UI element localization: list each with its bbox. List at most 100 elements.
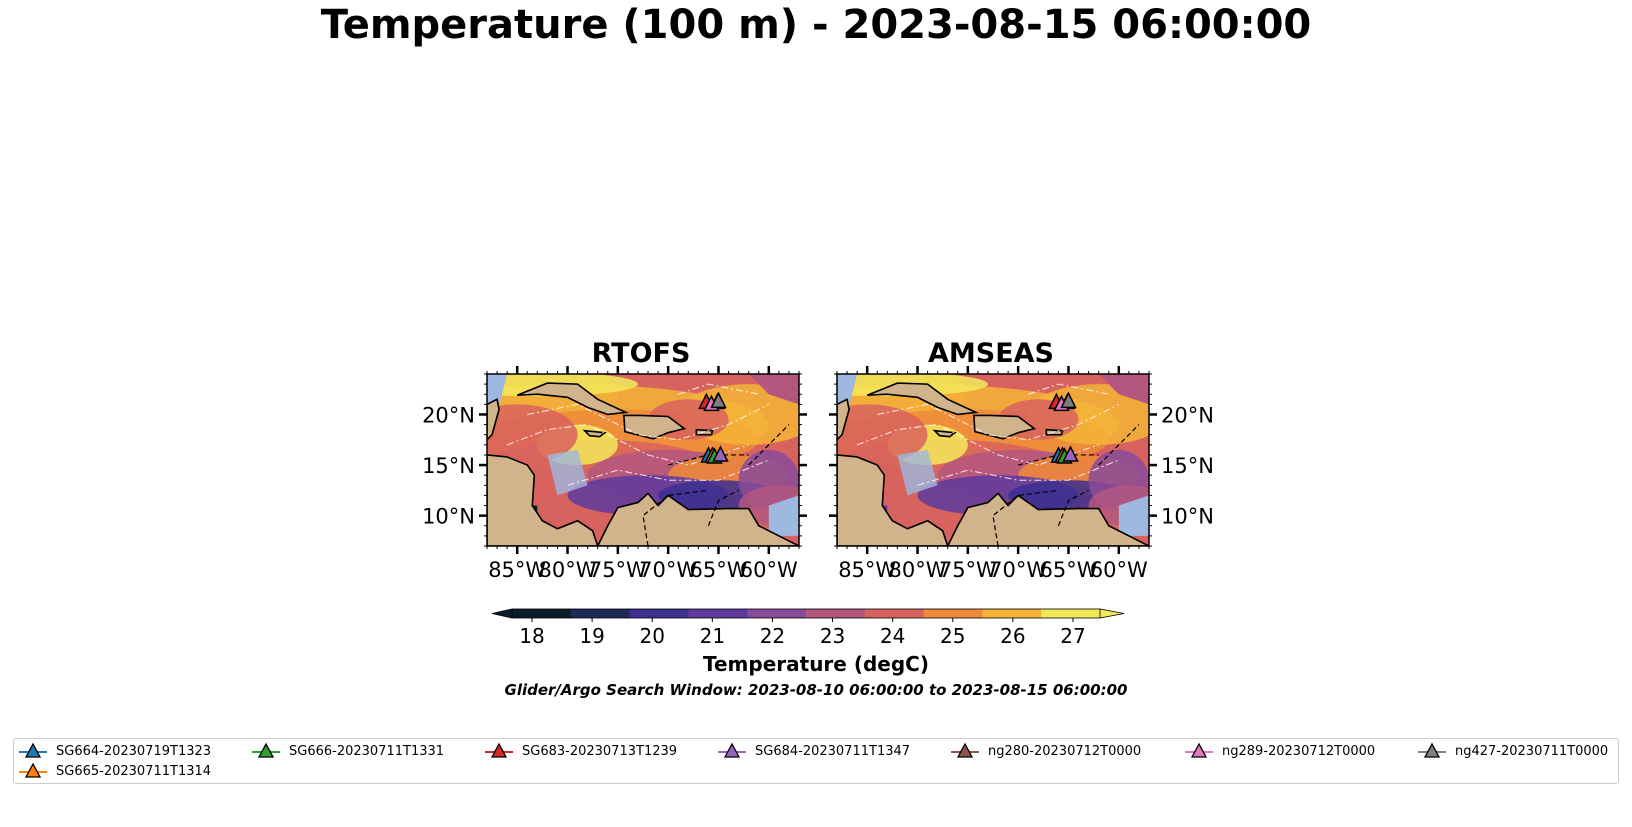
contour-line	[527, 403, 770, 441]
rtofs-map: 85°W80°W75°W70°W65°W60°W 20°N 15°N 10°N	[422, 366, 807, 582]
colorbar-tick-label: 23	[820, 624, 845, 648]
land-mass	[516, 382, 629, 416]
lon-tick-label: 80°W	[889, 558, 947, 582]
platform-marker	[712, 445, 729, 462]
land-mass	[623, 414, 687, 440]
contour-line	[877, 403, 1120, 441]
contour-line	[917, 459, 1119, 486]
colorbar-tick-label: 26	[1000, 624, 1025, 648]
map-frame	[836, 373, 1150, 547]
colorbar-segment	[1041, 609, 1101, 618]
field-patch	[837, 404, 928, 466]
legend-item: SG665-20230711T1314	[18, 761, 211, 781]
colorbar-segment	[923, 609, 983, 618]
boundary-line	[748, 424, 790, 466]
platform-marker	[1062, 445, 1079, 462]
lon-tick-label: 75°W	[589, 558, 647, 582]
colorbar-segment	[864, 609, 925, 618]
map-field	[837, 374, 1149, 546]
lon-tick-label: 85°W	[488, 558, 546, 582]
legend-label: ng427-20230711T0000	[1455, 743, 1609, 759]
legend-item: SG664-20230719T1323	[18, 741, 211, 761]
legend-label: SG666-20230711T1331	[289, 743, 445, 759]
platform-legend: SG664-20230719T1323 SG665-20230711T1314 SG…	[13, 738, 1619, 784]
panel-title-rtofs: RTOFS	[591, 338, 691, 369]
legend-item: SG684-20230711T1347	[717, 741, 910, 761]
lat-tick-label: 10°N	[422, 505, 475, 529]
colorbar-segment	[688, 609, 748, 618]
land-mass	[487, 454, 599, 546]
figure-title: Temperature (100 m) - 2023-08-15 06:00:0…	[320, 2, 1312, 48]
legend-item: ng427-20230711T0000	[1417, 741, 1608, 761]
land-mass	[932, 429, 957, 438]
contour-line	[678, 383, 759, 395]
masked-ocean	[768, 495, 799, 536]
lon-tick-label: 75°W	[939, 558, 997, 582]
legend-marker	[19, 762, 47, 778]
field-patch	[487, 404, 578, 466]
legend-marker	[1185, 742, 1213, 758]
legend-label: ng280-20230712T0000	[988, 743, 1142, 759]
legend-marker	[718, 742, 746, 758]
legend-label: SG683-20230713T1239	[522, 743, 678, 759]
lon-tick-label: 60°W	[1090, 558, 1148, 582]
platform-marker	[1060, 391, 1077, 409]
search-window-text: Glider/Argo Search Window: 2023-08-10 06…	[504, 681, 1128, 699]
boundary-line	[642, 489, 709, 546]
colorbar-extend-high	[1099, 608, 1125, 619]
colorbar-tick-label: 22	[760, 624, 785, 648]
lon-tick-label: 85°W	[838, 558, 896, 582]
legend-label: SG665-20230711T1314	[56, 763, 212, 779]
colorbar-tick-label: 24	[880, 624, 905, 648]
map-frame	[486, 373, 800, 547]
lat-tick-label: 15°N	[1161, 454, 1214, 478]
temperature-colorbar: 18 19 20 21 22 23 24 25 26 27	[491, 608, 1125, 648]
land-mass	[837, 398, 850, 441]
lon-tick-label: 80°W	[539, 558, 597, 582]
colorbar-tick-label: 27	[1060, 624, 1085, 648]
lon-tick-label: 70°W	[639, 558, 697, 582]
colorbar-segment	[747, 609, 807, 618]
legend-item: ng289-20230712T0000	[1184, 741, 1375, 761]
legend-label: SG684-20230711T1347	[755, 743, 911, 759]
boundary-line	[1057, 489, 1089, 526]
colorbar-label: Temperature (degC)	[703, 652, 929, 676]
land-mass	[596, 492, 799, 546]
panel-title-amseas: AMSEAS	[928, 338, 1054, 369]
masked-ocean	[1118, 495, 1149, 536]
boundary-line	[992, 489, 1059, 546]
lat-tick-label: 20°N	[422, 403, 475, 427]
field-patch	[1098, 374, 1149, 405]
colorbar-tick-label: 18	[519, 624, 544, 648]
lat-tick-label: 20°N	[1161, 403, 1214, 427]
legend-label: ng289-20230712T0000	[1222, 743, 1376, 759]
land-mass	[487, 398, 500, 441]
colorbar-segment	[629, 609, 689, 618]
colorbar-extend-low	[491, 608, 513, 619]
lat-tick-label: 10°N	[1161, 505, 1214, 529]
legend-item: ng280-20230712T0000	[950, 741, 1141, 761]
legend-marker	[1418, 742, 1446, 758]
land-mass	[582, 429, 607, 438]
legend-item: SG683-20230713T1239	[484, 741, 677, 761]
contour-line	[506, 424, 749, 466]
colorbar-segment	[512, 609, 572, 618]
lon-tick-label: 65°W	[1039, 558, 1097, 582]
contour-line	[1028, 383, 1109, 395]
legend-marker	[19, 742, 47, 758]
land-mass	[946, 492, 1149, 546]
legend-item: SG666-20230711T1331	[251, 741, 444, 761]
colorbar-tick-label: 20	[639, 624, 664, 648]
colorbar-segment	[806, 609, 866, 618]
lon-tick-label: 65°W	[689, 558, 747, 582]
boundary-line	[1098, 424, 1140, 466]
colorbar-frame	[511, 608, 1101, 619]
colorbar-tick-label: 21	[700, 624, 725, 648]
colorbar-segment	[982, 609, 1042, 618]
colorbar-segment	[570, 609, 631, 618]
platform-marker	[710, 391, 727, 409]
colorbar-tick-label: 25	[940, 624, 965, 648]
lat-tick-label: 15°N	[422, 454, 475, 478]
boundary-line	[707, 489, 739, 526]
amseas-map: 85°W80°W75°W70°W65°W60°W 20°N 15°N 10°N	[829, 366, 1214, 582]
